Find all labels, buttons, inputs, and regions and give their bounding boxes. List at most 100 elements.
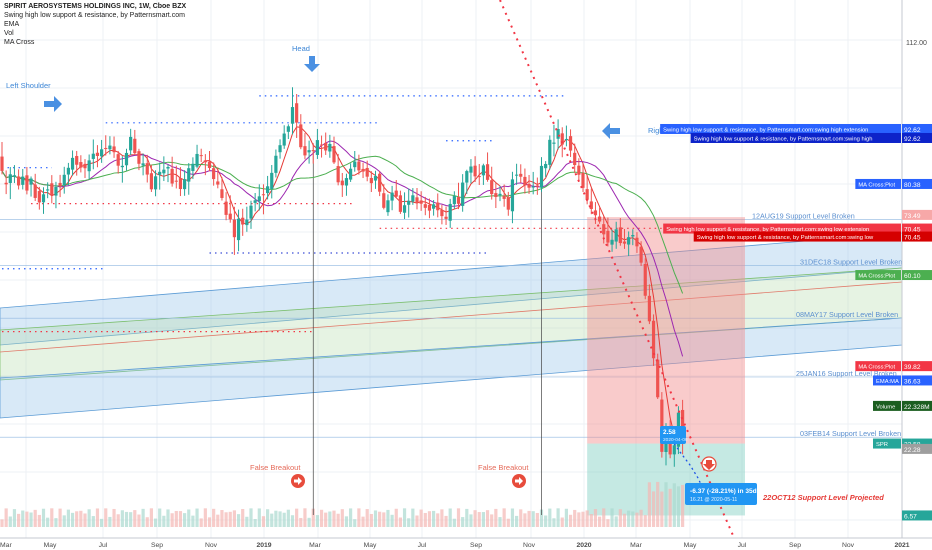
candle-body (282, 133, 286, 146)
price-label-value: 60.10 (904, 273, 921, 280)
volume-bar (506, 518, 510, 527)
candle-body (660, 399, 664, 452)
candle-body (448, 203, 452, 221)
volume-bar (519, 509, 523, 527)
volume-bar (137, 514, 141, 527)
price-label-badge (902, 123, 932, 134)
candle-body (183, 179, 187, 190)
volume-bar (295, 508, 299, 527)
volume-bar (544, 515, 548, 527)
volume-bar (170, 513, 174, 527)
volume-bar (622, 513, 627, 527)
volume-bar (75, 511, 79, 527)
volume-bar (328, 511, 332, 527)
volume-bar (46, 517, 50, 527)
candle-body (631, 235, 635, 237)
volume-bar (386, 509, 390, 527)
price-label-name-bg (660, 123, 901, 134)
volume-bar (216, 514, 220, 527)
volume-bar (382, 512, 386, 527)
time-axis-label: Mar (630, 542, 642, 549)
volume-bar (83, 513, 87, 527)
legend-ema-indicator[interactable]: EMA (4, 21, 20, 28)
volume-bar (535, 512, 539, 527)
candle-body (386, 200, 390, 213)
volume-bar (162, 515, 166, 527)
candle-body (286, 126, 290, 132)
candle-body (461, 182, 465, 206)
time-axis-label: 2021 (894, 542, 909, 549)
legend-vol-indicator[interactable]: Vol (4, 30, 14, 37)
candle-body (162, 169, 166, 174)
volume-bar (618, 509, 622, 527)
candle-body (303, 146, 307, 156)
candle-body (299, 124, 303, 148)
volume-bar (249, 508, 253, 527)
trade-result-box (685, 483, 757, 505)
volume-bar (104, 508, 108, 527)
volume-bar (378, 511, 382, 527)
annotation-false-breakout-2: False Breakout (478, 463, 529, 472)
volume-bar (647, 482, 651, 527)
volume-bar (643, 515, 647, 527)
candle-body (415, 197, 419, 203)
volume-bar (349, 508, 353, 527)
chart-legend: SPIRIT AEROSYSTEMS HOLDINGS INC, 1W, Cbo… (4, 2, 186, 47)
candle-body (436, 202, 440, 211)
candle-body (585, 189, 589, 200)
candle-body (145, 163, 149, 175)
candle-body (357, 161, 361, 171)
price-label-value: 70.45 (904, 235, 921, 242)
volume-bar (4, 508, 8, 527)
candle-body (614, 229, 618, 242)
downtrend-line (499, 0, 736, 541)
price-label-name: Swing high low support & resistance, by … (694, 136, 873, 142)
candle-body (311, 150, 315, 152)
candle-body (361, 168, 365, 172)
volume-bar (8, 516, 12, 527)
candle-body (473, 165, 477, 177)
volume-bar (166, 509, 170, 527)
price-label-name: MA Cross:Plot (858, 365, 895, 371)
volume-bar (398, 517, 402, 527)
candle-body (270, 172, 274, 189)
down-circle-icon-glyph (703, 460, 715, 470)
candle-body (527, 183, 531, 188)
volume-bar (581, 511, 585, 527)
volume-bar (315, 515, 319, 527)
candle-body (79, 162, 83, 168)
candle-body (427, 204, 432, 211)
candle-body (564, 139, 568, 141)
volume-bar (232, 510, 236, 527)
volume-bar (307, 517, 311, 527)
legend-swing-indicator[interactable]: Swing high low support & resistance, by … (4, 12, 185, 19)
time-axis-label: Mar (309, 542, 321, 549)
volume-bar (21, 510, 25, 527)
candle-body (29, 178, 33, 185)
volume-bar (257, 508, 261, 527)
candle-body (46, 189, 50, 191)
candle-body (344, 178, 349, 186)
candle-body (149, 173, 153, 190)
volume-bar (245, 516, 249, 527)
candle-body (83, 163, 87, 169)
volume-bar (627, 510, 631, 527)
legend-macross-indicator[interactable]: MA Cross (4, 39, 35, 46)
candle-body (402, 205, 407, 213)
volume-bar (303, 508, 307, 527)
price-label-badge (902, 223, 932, 234)
candle-body (398, 195, 402, 212)
support-level-label: 31DEC18 Support Level Broken (800, 258, 902, 267)
candle-body (394, 190, 398, 197)
candle-body (187, 168, 191, 182)
price-axis-tick: 112.00 (906, 40, 927, 47)
candle-body (261, 194, 266, 196)
price-label-value: 92.62 (904, 136, 921, 143)
candle-body (490, 180, 494, 195)
candle-body (369, 177, 373, 184)
time-axis-label: 2020 (576, 542, 591, 549)
volume-bar (598, 516, 602, 527)
volume-bar (415, 515, 419, 527)
